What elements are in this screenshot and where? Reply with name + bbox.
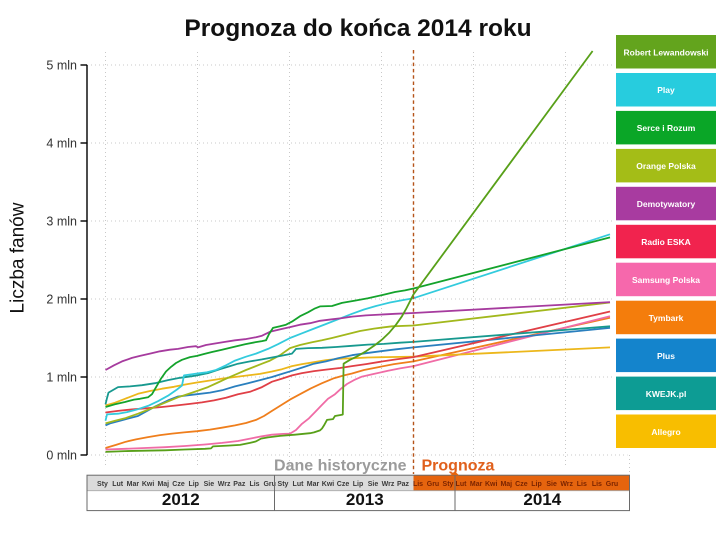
svg-text:2014: 2014 xyxy=(523,490,561,509)
svg-text:KWEJK.pl: KWEJK.pl xyxy=(646,389,687,399)
svg-text:Sty: Sty xyxy=(97,481,108,488)
svg-text:Sty: Sty xyxy=(443,481,454,488)
svg-text:Prognoza do końca 2014 roku: Prognoza do końca 2014 roku xyxy=(184,15,531,42)
svg-text:Sie: Sie xyxy=(204,481,215,488)
svg-text:Lut: Lut xyxy=(293,481,305,488)
svg-text:Lis: Lis xyxy=(592,481,602,488)
svg-text:Allegro: Allegro xyxy=(651,427,680,437)
svg-text:Mar: Mar xyxy=(307,481,320,488)
svg-text:Lis: Lis xyxy=(249,481,259,488)
svg-text:Wrz: Wrz xyxy=(382,481,395,488)
svg-text:Cze: Cze xyxy=(337,481,350,488)
svg-text:Kwi: Kwi xyxy=(322,481,335,488)
svg-text:Mar: Mar xyxy=(127,481,140,488)
svg-text:Liczba fanów: Liczba fanów xyxy=(8,202,29,313)
svg-text:Lut: Lut xyxy=(112,481,124,488)
svg-text:4 mln: 4 mln xyxy=(46,136,77,150)
svg-text:Sie: Sie xyxy=(546,481,557,488)
svg-text:Prognoza: Prognoza xyxy=(422,458,495,475)
svg-text:2012: 2012 xyxy=(162,490,200,509)
svg-text:Cze: Cze xyxy=(515,481,528,488)
svg-text:Gru: Gru xyxy=(606,481,618,488)
svg-text:Dane historyczne: Dane historyczne xyxy=(274,458,407,475)
svg-text:Samsung Polska: Samsung Polska xyxy=(632,275,700,285)
svg-text:Orange Polska: Orange Polska xyxy=(636,161,696,171)
svg-text:Paz: Paz xyxy=(233,481,246,488)
svg-text:Gru: Gru xyxy=(427,481,439,488)
svg-text:Plus: Plus xyxy=(657,351,675,361)
svg-text:Play: Play xyxy=(657,85,675,95)
svg-text:Wrz: Wrz xyxy=(560,481,573,488)
svg-text:1 mln: 1 mln xyxy=(46,370,77,384)
svg-text:Sie: Sie xyxy=(368,481,379,488)
svg-text:Cze: Cze xyxy=(172,481,185,488)
svg-text:Gru: Gru xyxy=(263,481,275,488)
svg-text:2013: 2013 xyxy=(346,490,384,509)
svg-text:Maj: Maj xyxy=(500,481,512,488)
svg-text:Serce i Rozum: Serce i Rozum xyxy=(637,123,696,133)
svg-text:Maj: Maj xyxy=(157,481,169,488)
svg-text:Lip: Lip xyxy=(531,481,542,488)
svg-text:5 mln: 5 mln xyxy=(46,58,77,72)
svg-text:Kwi: Kwi xyxy=(142,481,155,488)
svg-text:Kwi: Kwi xyxy=(485,481,498,488)
svg-text:Lip: Lip xyxy=(353,481,364,488)
svg-text:Demotywatory: Demotywatory xyxy=(637,199,696,209)
svg-text:Robert Lewandowski: Robert Lewandowski xyxy=(623,47,708,57)
svg-text:Tymbark: Tymbark xyxy=(649,313,684,323)
svg-text:Lis: Lis xyxy=(413,481,423,488)
svg-text:Radio ESKA: Radio ESKA xyxy=(641,237,691,247)
svg-text:3 mln: 3 mln xyxy=(46,214,77,228)
svg-text:Paz: Paz xyxy=(397,481,410,488)
svg-text:Lut: Lut xyxy=(456,481,468,488)
svg-text:Wrz: Wrz xyxy=(218,481,231,488)
svg-text:Sty: Sty xyxy=(278,481,289,488)
svg-text:Lip: Lip xyxy=(188,481,199,488)
svg-text:2 mln: 2 mln xyxy=(46,292,77,306)
svg-text:Lis: Lis xyxy=(577,481,587,488)
svg-text:Mar: Mar xyxy=(470,481,483,488)
svg-text:0 mln: 0 mln xyxy=(46,448,77,462)
